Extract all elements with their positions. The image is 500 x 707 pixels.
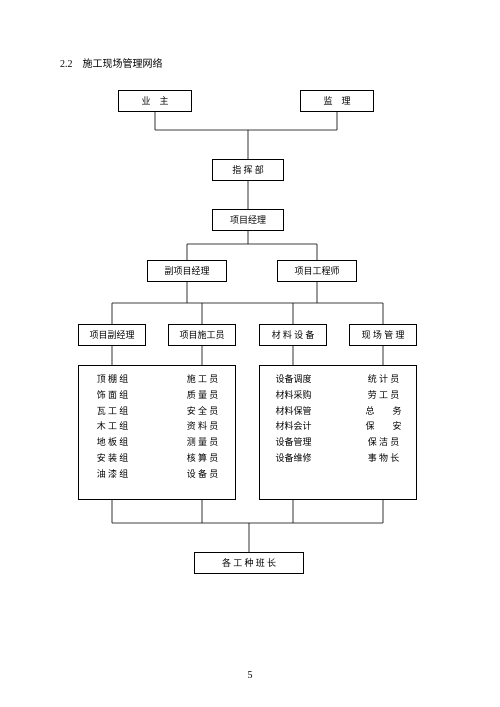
list-item: 施 工 员 (180, 372, 225, 388)
list-item: 设 备 员 (180, 467, 225, 483)
list-item: 统 计 员 (361, 372, 406, 388)
node-owner: 业 主 (118, 90, 192, 112)
node-sitemgmt: 现 场 管 理 (349, 324, 417, 346)
node-assistpm: 项目副经理 (78, 324, 146, 346)
node-foreman: 各 工 种 班 长 (194, 552, 304, 574)
node-supervisor: 监 理 (300, 90, 374, 112)
list-item: 设备调度 (271, 372, 316, 388)
col-sitemgmt: 统 计 员 劳 工 员 总 务 保 安 保 洁 员 事 物 长 (361, 372, 406, 467)
list-item: 材料采购 (271, 388, 316, 404)
list-item: 劳 工 员 (361, 388, 406, 404)
node-material: 材 料 设 备 (259, 324, 327, 346)
node-pe: 项目工程师 (277, 260, 357, 282)
list-item: 设备管理 (271, 435, 316, 451)
list-item: 材料会计 (271, 419, 316, 435)
node-siteworker: 项目施工员 (168, 324, 236, 346)
list-item: 资 料 员 (180, 419, 225, 435)
node-dpm: 副项目经理 (147, 260, 227, 282)
list-item: 安 装 组 (90, 451, 135, 467)
col-equipment: 设备调度 材料采购 材料保管 材料会计 设备管理 设备维修 (271, 372, 316, 467)
list-item: 核 算 员 (180, 451, 225, 467)
list-item: 事 物 长 (361, 451, 406, 467)
page-number: 5 (0, 670, 500, 681)
list-item: 设备维修 (271, 451, 316, 467)
col-teams: 顶 棚 组 饰 面 组 瓦 工 组 木 工 组 地 板 组 安 装 组 油 漆 … (90, 372, 135, 482)
list-item: 顶 棚 组 (90, 372, 135, 388)
list-item: 保 安 (361, 419, 406, 435)
list-item: 安 全 员 (180, 404, 225, 420)
list-item: 保 洁 员 (361, 435, 406, 451)
list-item: 测 量 员 (180, 435, 225, 451)
list-item: 油 漆 组 (90, 467, 135, 483)
connector-lines (0, 0, 500, 707)
list-item: 总 务 (361, 404, 406, 420)
list-item: 质 量 员 (180, 388, 225, 404)
list-item: 木 工 组 (90, 419, 135, 435)
list-item: 材料保管 (271, 404, 316, 420)
node-pm: 项目经理 (212, 209, 284, 231)
list-item: 瓦 工 组 (90, 404, 135, 420)
page-root: 2.2 施工现场管理网络 (0, 0, 500, 707)
node-command: 指 挥 部 (212, 159, 284, 181)
list-item: 饰 面 组 (90, 388, 135, 404)
col-staff: 施 工 员 质 量 员 安 全 员 资 料 员 测 量 员 核 算 员 设 备 … (180, 372, 225, 482)
list-item: 地 板 组 (90, 435, 135, 451)
